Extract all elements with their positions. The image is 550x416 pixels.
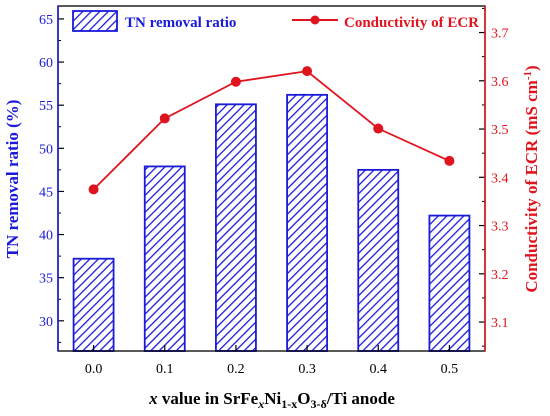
x-tick-label: 0.2 [227, 362, 245, 377]
left-axis: 30 35 40 45 50 55 60 65 [39, 6, 64, 351]
bar-0.5 [428, 214, 471, 352]
right-tick-label: 3.1 [491, 316, 509, 331]
line-point-0.1 [159, 113, 170, 124]
left-tick-label: 40 [39, 229, 53, 244]
line-point-0.0 [88, 184, 99, 195]
line-series [88, 66, 455, 195]
left-tick-label: 65 [39, 13, 53, 28]
x-tick-label: 0.4 [370, 362, 388, 377]
bar-0.1 [143, 165, 186, 352]
bar-0.2 [215, 103, 257, 352]
x-axis-label: x value in SrFexNi1-xO3-δ/Ti anode [148, 389, 395, 411]
y-axis-left-label: TN removal ratio (%) [3, 100, 22, 259]
left-tick-label: 55 [39, 99, 53, 114]
left-tick-label: 45 [39, 185, 53, 200]
line-point-0.3 [302, 66, 313, 77]
line-point-0.5 [444, 155, 455, 166]
y-axis-right-label: Conductivity of ECR (mS cm-1) [522, 65, 541, 292]
x-tick-label: 0.1 [156, 362, 174, 377]
legend-line-marker [310, 15, 320, 25]
left-tick-label: 60 [39, 56, 53, 71]
x-tick-label: 0.0 [85, 362, 103, 377]
right-tick-label: 3.2 [491, 268, 509, 283]
legend-bar-swatch [72, 10, 118, 32]
right-tick-label: 3.3 [491, 220, 509, 235]
bar-0.0 [72, 257, 115, 352]
bar-series [72, 93, 471, 352]
conductivity-line [92, 70, 450, 190]
x-tick-label: 0.5 [441, 362, 459, 377]
plot-area [57, 5, 486, 352]
line-point-0.2 [230, 76, 241, 87]
left-tick-label: 50 [39, 142, 53, 157]
bar-0.4 [357, 168, 400, 352]
line-point-0.4 [373, 123, 384, 134]
right-tick-label: 3.4 [491, 171, 509, 186]
x-axis: 0.0 0.1 0.2 0.3 0.4 0.5 [85, 345, 458, 377]
right-tick-label: 3.5 [491, 123, 509, 138]
right-axis: 3.1 3.2 3.3 3.4 3.5 3.6 3.7 [479, 6, 509, 351]
plot-frame [57, 5, 486, 352]
right-tick-label: 3.6 [491, 75, 509, 90]
left-tick-label: 35 [39, 272, 53, 287]
x-tick-label: 0.3 [298, 362, 316, 377]
legend-bar-label: TN removal ratio [125, 15, 236, 31]
left-tick-label: 30 [39, 315, 53, 330]
legend: TN removal ratio Conductivity of ECR [72, 10, 479, 32]
legend-line-label: Conductivity of ECR [344, 15, 479, 31]
bar-0.3 [286, 93, 328, 352]
right-tick-label: 3.7 [491, 27, 509, 42]
